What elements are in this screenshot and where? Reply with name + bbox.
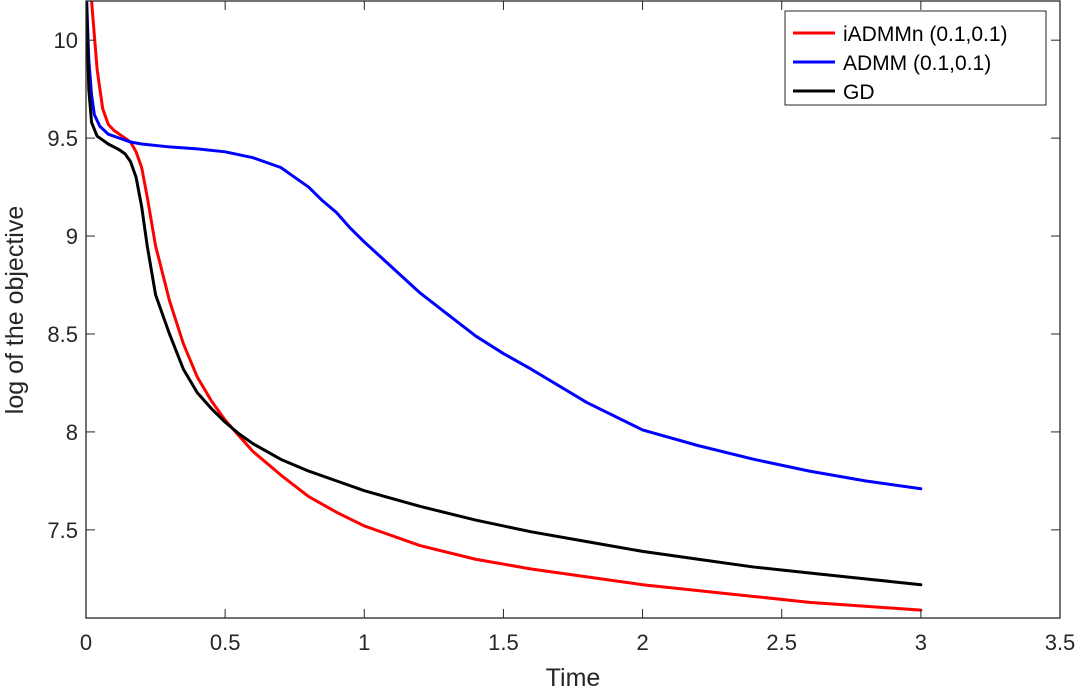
y-tick-label: 8 [66, 420, 78, 445]
x-tick-label: 1.5 [488, 630, 519, 655]
series-layer [86, 1, 923, 612]
x-tick-label: 2 [636, 630, 648, 655]
y-tick-label: 9.5 [47, 126, 78, 151]
legend-label: iADMMn (0.1,0.1) [843, 23, 1008, 46]
x-tick-label: 2.5 [766, 630, 797, 655]
x-tick-label: 3.5 [1045, 630, 1076, 655]
legend-label: ADMM (0.1,0.1) [843, 52, 991, 75]
x-tick-label: 0.5 [210, 630, 241, 655]
x-tick-label: 3 [915, 630, 927, 655]
legend-label: GD [843, 81, 875, 104]
series-line-3 [86, 1, 923, 587]
y-tick-label: 9 [66, 224, 78, 249]
series-line-1 [90, 1, 923, 612]
x-axis: 0 0.5 1 1.5 2 2.5 3 3.5 [80, 1, 1075, 655]
series-line-2 [86, 1, 923, 491]
legend-box [784, 10, 1047, 106]
y-axis: 7.5 8 8.5 9 9.5 10 [47, 28, 1060, 543]
y-tick-label: 8.5 [47, 322, 78, 347]
legend: iADMMn (0.1,0.1) ADMM (0.1,0.1) GD [784, 10, 1047, 106]
x-tick-label: 1 [358, 630, 370, 655]
x-axis-title: Time [546, 664, 601, 691]
y-tick-label: 7.5 [47, 518, 78, 543]
axes-box [85, 0, 1061, 619]
x-tick-label: 0 [80, 630, 92, 655]
y-tick-label: 10 [54, 28, 78, 53]
y-axis-title: log of the objective [1, 206, 29, 414]
